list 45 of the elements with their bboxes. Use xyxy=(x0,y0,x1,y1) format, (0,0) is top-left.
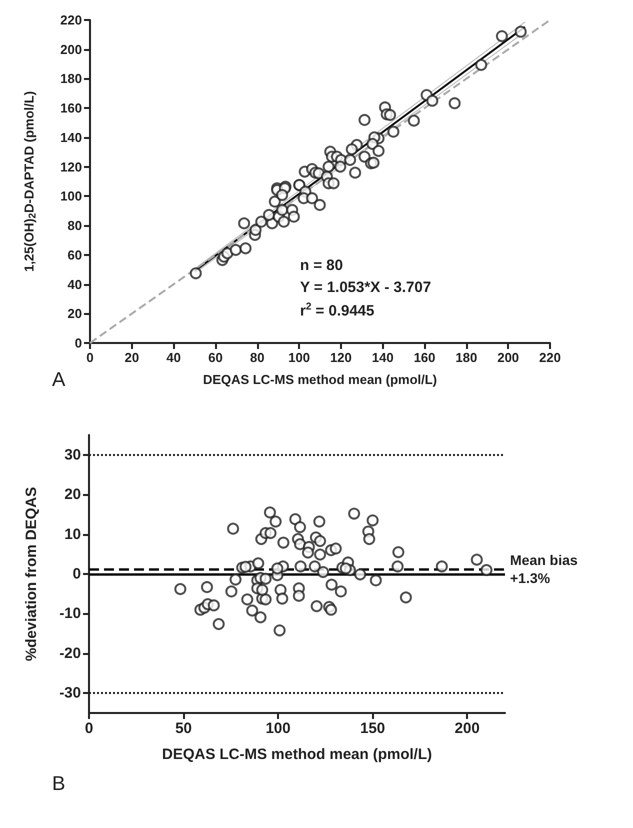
x-tick-label: 200 xyxy=(454,720,480,737)
x-tick-label: 100 xyxy=(266,720,291,737)
x-tick-label: 0 xyxy=(86,350,94,365)
x-tick-label: 180 xyxy=(456,350,478,365)
y-axis-title: %deviation from DEQAS xyxy=(23,486,40,662)
x-axis-title: DEQAS LC-MS method mean (pmol/L) xyxy=(162,746,432,763)
y-tick-label: 220 xyxy=(60,12,82,28)
ref-line-label: Mean bias +1.3% xyxy=(510,552,582,586)
y-tick-label: 20 xyxy=(64,486,81,504)
y-tick-label: 180 xyxy=(60,71,82,86)
y-tick-label: 60 xyxy=(68,247,82,262)
x-tick-label: 20 xyxy=(124,350,140,365)
y-tick-label: 20 xyxy=(68,306,82,322)
x-tick-label: 60 xyxy=(208,350,223,365)
x-tick-label: 160 xyxy=(414,350,436,365)
y-tick-label: 120 xyxy=(60,159,82,174)
y-tick-label: -10 xyxy=(59,605,81,622)
y-tick-label: 0 xyxy=(74,336,82,350)
x-tick-label: 80 xyxy=(250,350,265,365)
annotation: Y = 1.053*X - 3.707 xyxy=(300,279,432,296)
y-tick-label: 100 xyxy=(60,188,82,204)
x-axis-title: DEQAS LC-MS method mean (pmol/L) xyxy=(203,372,437,387)
y-tick-label: 40 xyxy=(68,276,82,292)
x-tick-label: 40 xyxy=(166,350,181,365)
y-axis-title: 1,25(OH)2D-DAPTAD (pmol/L) xyxy=(22,91,38,272)
x-tick-label: 0 xyxy=(84,720,94,737)
x-tick-label: 100 xyxy=(288,350,310,365)
text: B xyxy=(52,773,66,795)
y-tick-label: -20 xyxy=(59,644,81,662)
x-tick-label: 120 xyxy=(330,350,352,365)
y-tick-label: 10 xyxy=(64,526,81,543)
y-tick-label: 80 xyxy=(68,218,82,234)
annotation: n = 80 xyxy=(300,257,343,274)
y-tick-label: 0 xyxy=(72,566,81,582)
x-tick-label: 150 xyxy=(360,720,386,737)
text: A xyxy=(52,369,66,391)
x-tick-label: 200 xyxy=(497,350,520,365)
y-tick-label: 160 xyxy=(60,100,82,116)
y-tick-label: 30 xyxy=(64,446,81,464)
y-tick-label: 200 xyxy=(60,42,82,57)
x-tick-label: 220 xyxy=(539,350,561,365)
y-tick-label: 140 xyxy=(60,130,82,145)
x-tick-label: 50 xyxy=(175,720,192,737)
x-tick-label: 140 xyxy=(372,350,394,365)
y-tick-label: -30 xyxy=(59,684,81,702)
